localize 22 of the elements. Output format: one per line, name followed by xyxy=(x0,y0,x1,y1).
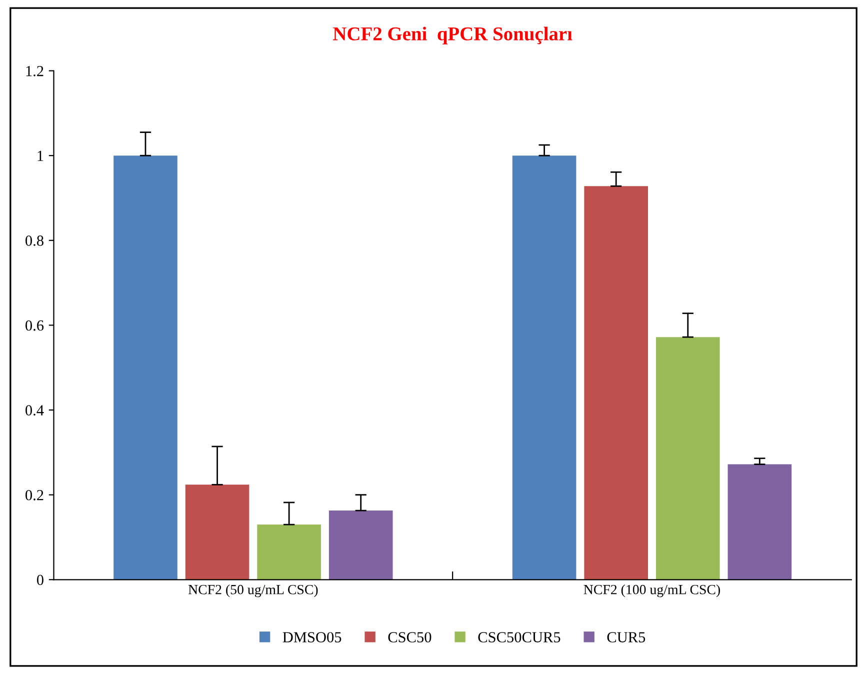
legend-label: CSC50 xyxy=(388,632,432,642)
bar xyxy=(512,156,576,580)
y-tick-label: 0.4 xyxy=(26,405,44,416)
y-tick-label: 1 xyxy=(38,150,44,161)
bar xyxy=(328,510,393,580)
legend-label: CSC50CUR5 xyxy=(478,632,560,642)
chart-title: NCF2 Geni qPCR Sonuçları xyxy=(333,26,572,44)
bar xyxy=(114,156,178,580)
bar xyxy=(728,464,792,580)
x-tick-label: NCF2 (50 ug/mL CSC) xyxy=(188,584,318,598)
bar xyxy=(584,186,648,580)
y-tick-label: 0 xyxy=(36,574,44,586)
y-tick-label: 0.6 xyxy=(26,320,44,331)
legend-label: DMSO05 xyxy=(282,632,342,642)
y-tick-label: 0.2 xyxy=(26,490,44,500)
bar xyxy=(257,524,321,580)
bar xyxy=(185,484,250,580)
legend-label: CUR5 xyxy=(607,632,646,642)
bar xyxy=(656,337,720,580)
y-tick-label: 1.2 xyxy=(26,66,44,76)
y-tick-label: 0.8 xyxy=(26,236,44,246)
x-tick-label: NCF2 (100 ug/mL CSC) xyxy=(584,584,720,598)
